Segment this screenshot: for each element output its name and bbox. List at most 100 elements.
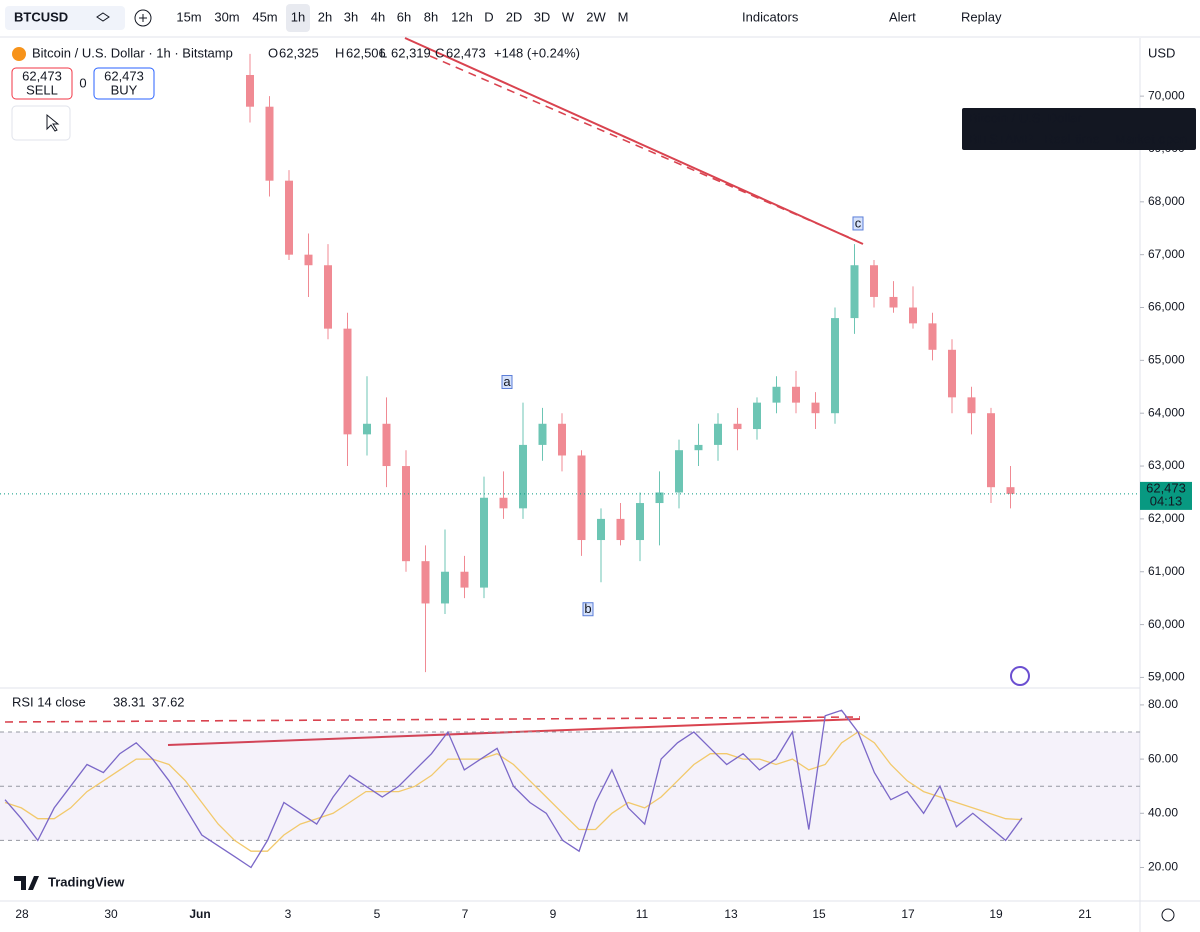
candle-body [987, 413, 995, 488]
candle-body [694, 444, 703, 451]
add-symbol-button[interactable] [134, 9, 152, 27]
candle-body [1006, 487, 1015, 494]
price-tick-label: 67,000 [1148, 247, 1185, 261]
tooltip-status: Market open [1115, 131, 1187, 146]
candle-body [850, 265, 859, 319]
timeframe-button[interactable]: 30m [214, 9, 239, 24]
timeframe-button[interactable]: D [484, 9, 493, 24]
price-tick-label: 66,000 [1148, 300, 1185, 314]
time-tick-label: 7 [462, 907, 469, 921]
rsi-ma-value: 37.62 [152, 694, 185, 709]
timeframe-button[interactable]: 8h [424, 9, 438, 24]
timeframe-button[interactable]: M [618, 9, 629, 24]
timeframe-button[interactable]: 6h [397, 9, 411, 24]
candle-body [811, 402, 820, 414]
legend-text: 62,319 [391, 45, 431, 60]
timeframe-button[interactable]: 1h [291, 9, 305, 24]
time-tick-label: 28 [15, 907, 29, 921]
timeframe-button[interactable]: 3h [344, 9, 358, 24]
candle-body [753, 402, 761, 430]
add-icon [139, 14, 147, 22]
replay-button[interactable]: Replay [961, 9, 1002, 24]
buy-price: 62,473 [104, 68, 144, 83]
buy-label: BUY [111, 82, 138, 97]
spread: 0 [79, 75, 86, 90]
candle-body [714, 423, 722, 445]
candle-body [519, 444, 527, 509]
price-tick-label: 60,000 [1148, 617, 1185, 631]
time-tick-label: 11 [636, 907, 649, 921]
candle-body [967, 397, 976, 414]
wave-label: c [855, 215, 862, 230]
tooltip-bg [962, 108, 1196, 150]
time-tick-label: 21 [1078, 907, 1092, 921]
candle-body [285, 180, 293, 255]
candle-body [324, 265, 332, 329]
timeframe-button[interactable]: 15m [176, 9, 201, 24]
candle-body [402, 466, 410, 562]
candle-body [792, 386, 800, 403]
timeframe-button[interactable]: 45m [252, 9, 277, 24]
symbol-box[interactable] [5, 6, 125, 30]
timeframe-button[interactable]: 4h [371, 9, 385, 24]
last-price-box [1140, 481, 1192, 510]
symbol[interactable]: BTCUSD [14, 9, 68, 24]
time-tick-label: 30 [104, 907, 118, 921]
rsi-ma-line [4, 731, 1023, 852]
time-tick-label: 5 [374, 907, 381, 921]
wave-label-box[interactable] [501, 374, 513, 389]
lightning-icon[interactable] [1010, 666, 1030, 686]
price-tick-label: 70,000 [1148, 88, 1185, 102]
legend-text: 62,325 [279, 45, 319, 60]
price-tick-label: 65,000 [1148, 353, 1185, 367]
candle-body [421, 561, 430, 604]
rsi-line [4, 709, 1023, 869]
timeframe-button[interactable]: W [562, 9, 575, 24]
trend-line-dashed[interactable] [429, 55, 856, 241]
timeframe-button[interactable]: 2W [586, 9, 606, 24]
time-tick-label: 19 [989, 907, 1003, 921]
wave-label-box[interactable] [582, 602, 594, 617]
rsi-trend-line-dashed[interactable] [4, 716, 861, 723]
candle-body [304, 254, 313, 266]
timeframe-button[interactable]: 3D [534, 9, 551, 24]
rsi-tick-label: 40.00 [1148, 805, 1178, 819]
tooltip-title: Bitcoin / U.S. Dollar [969, 110, 1082, 125]
time-tick-label: 15 [812, 907, 826, 921]
symbol-icon [96, 12, 110, 22]
brand: TradingView [48, 874, 125, 889]
candle-body [460, 571, 469, 588]
rsi-title: RSI 14 close [12, 694, 86, 709]
legend-text: L [380, 45, 387, 60]
timeframe-button[interactable]: 12h [451, 9, 473, 24]
candle-body [343, 328, 352, 435]
currency: USD [1148, 45, 1175, 60]
alert-button[interactable]: Alert [889, 9, 916, 24]
candle-body [636, 503, 644, 541]
buy-button[interactable] [93, 67, 155, 100]
candle-body [772, 386, 781, 403]
sell-button[interactable] [11, 67, 73, 100]
wave-label-box[interactable] [852, 216, 864, 231]
sell-label: SELL [26, 82, 58, 97]
candle-body [928, 323, 937, 350]
time-tick-label: 13 [724, 907, 738, 921]
drawing-toolbar[interactable] [11, 105, 71, 141]
trend-line[interactable] [404, 37, 864, 245]
legend-text: C [435, 45, 444, 60]
timeframe-button[interactable]: 2h [318, 9, 332, 24]
sell-price: 62,473 [22, 68, 62, 83]
settings-icon[interactable] [1161, 908, 1175, 922]
time-tick-label: Jun [189, 907, 210, 921]
price-tick-label: 62,000 [1148, 511, 1185, 525]
price-tick-label: 63,000 [1148, 458, 1185, 472]
legend-text: H [335, 45, 344, 60]
candle-body [889, 296, 898, 308]
candle-body [441, 571, 449, 604]
timeframe-button[interactable]: 2D [506, 9, 523, 24]
rsi-tick-label: 60.00 [1148, 751, 1178, 765]
legend-text: 62,473 [446, 45, 486, 60]
legend-text: +148 (+0.24%) [494, 45, 580, 60]
indicators-button[interactable]: Indicators [742, 9, 799, 24]
